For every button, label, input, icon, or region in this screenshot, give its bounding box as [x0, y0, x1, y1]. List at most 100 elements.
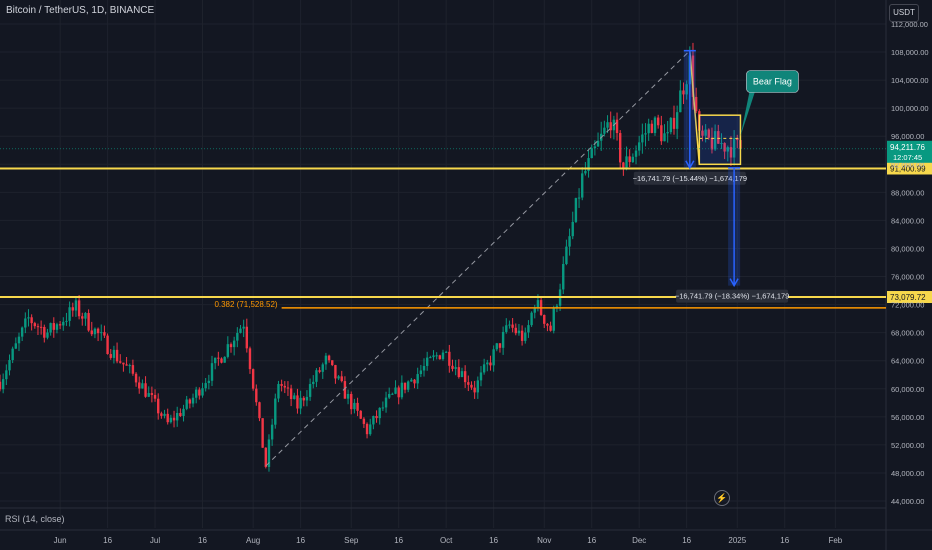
candle-body: [634, 150, 638, 157]
candle-body: [210, 363, 214, 381]
candle-body: [242, 326, 245, 329]
time-tick-label: Jul: [150, 536, 160, 545]
symbol-title[interactable]: Bitcoin / TetherUS, 1D, BINANCE: [6, 5, 155, 16]
candle-body: [384, 397, 388, 408]
price-label-bg: [887, 162, 932, 175]
candle-body: [682, 90, 685, 95]
candle-body: [400, 382, 404, 398]
lightning-icon[interactable]: ⚡: [714, 490, 730, 506]
candle-body: [381, 407, 385, 409]
candle-body: [201, 388, 204, 396]
price-tick-label: 56,000.00: [891, 413, 924, 422]
candle-body: [619, 133, 622, 163]
candle-body: [448, 351, 451, 366]
candle-body: [454, 367, 457, 369]
rsi-indicator-label[interactable]: RSI (14, close): [5, 514, 65, 524]
candle-body: [587, 158, 590, 171]
candle-body: [486, 362, 489, 365]
price-tick-label: 84,000.00: [891, 216, 924, 225]
candle-body: [308, 384, 312, 397]
price-tick-label: 88,000.00: [891, 188, 924, 197]
candle-body: [134, 373, 138, 383]
callout-box[interactable]: [746, 70, 799, 93]
candle-body: [653, 117, 657, 133]
candle-body: [62, 321, 65, 326]
candle-body: [163, 413, 166, 416]
candle-body: [552, 308, 555, 331]
bear-flag-label: Bear Flag: [753, 77, 792, 87]
candle-body: [176, 412, 179, 421]
candle-body: [194, 389, 198, 398]
current-price-label: 94,211.76: [890, 143, 926, 152]
bear-flag-box[interactable]: [698, 114, 742, 166]
candle-body: [258, 402, 261, 419]
candle-body: [720, 143, 723, 145]
candle-body: [495, 343, 498, 350]
candle-body: [717, 131, 720, 144]
current-price-badge[interactable]: [887, 140, 932, 163]
candle-body: [562, 264, 565, 290]
candle-body: [675, 112, 679, 129]
candle-body: [52, 323, 55, 330]
candle-body: [346, 393, 350, 399]
candle-body: [1, 379, 5, 390]
candle-body: [584, 170, 587, 174]
candle-body: [505, 325, 508, 332]
price-tick-label: 80,000.00: [891, 244, 924, 253]
candle-body: [324, 355, 328, 365]
time-tick-label: Feb: [828, 536, 842, 545]
time-tick-label: 16: [103, 536, 112, 545]
candle-body: [413, 379, 416, 384]
candle-body: [527, 325, 530, 333]
candle-body: [694, 96, 698, 112]
candle-body: [473, 387, 476, 393]
candle-body: [0, 381, 2, 390]
candle-body: [122, 362, 125, 365]
candle-body: [229, 344, 233, 348]
candle-body: [49, 323, 52, 333]
candle-body: [141, 383, 144, 389]
candle-body: [112, 349, 116, 358]
candle-body: [236, 332, 239, 341]
price-level-label: 73,079.72: [890, 293, 926, 302]
time-tick-label: 16: [682, 536, 691, 545]
candle-body: [568, 236, 571, 247]
candle-body: [574, 198, 578, 222]
candle-body: [223, 356, 226, 363]
candle-body: [429, 357, 432, 359]
candle-body: [213, 357, 217, 364]
time-tick-label: Jun: [54, 536, 67, 545]
candle-body: [103, 332, 106, 336]
candle-body: [628, 156, 631, 163]
candle-body: [318, 370, 321, 372]
candle-body: [198, 389, 201, 396]
candle-body: [685, 84, 688, 95]
candle-body: [207, 380, 211, 384]
price-tick-label: 104,000.00: [891, 76, 929, 85]
candle-body: [457, 367, 461, 377]
candle-body: [406, 381, 410, 390]
candle-body: [365, 423, 369, 435]
candle-body: [350, 393, 353, 410]
candle-body: [596, 140, 600, 147]
time-tick-label: 16: [489, 536, 498, 545]
candle-body: [641, 134, 644, 143]
candle-body: [508, 324, 511, 326]
candle-body: [248, 348, 252, 370]
candle-body: [77, 300, 81, 317]
candle-body: [647, 123, 650, 134]
candle-body: [277, 384, 280, 399]
candles[interactable]: [0, 42, 742, 472]
candle-body: [166, 413, 169, 423]
candle-body: [343, 381, 347, 399]
candle-body: [501, 331, 505, 348]
candle-body: [191, 397, 195, 404]
currency-button[interactable]: USDT: [889, 4, 919, 22]
candle-body: [138, 382, 141, 389]
candle-body: [30, 317, 33, 324]
candle-body: [5, 370, 8, 380]
candle-body: [334, 365, 337, 379]
measure-arrowhead: [685, 160, 695, 170]
dashed-trendline[interactable]: [265, 50, 691, 467]
